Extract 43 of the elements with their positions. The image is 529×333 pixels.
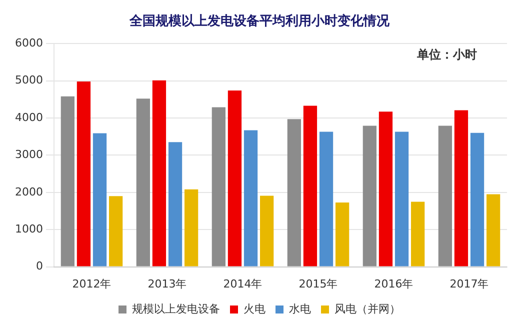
- bar: [260, 196, 274, 266]
- x-tick-label: 2014年: [223, 277, 262, 290]
- y-tick-label: 2000: [14, 185, 43, 198]
- bar: [454, 110, 468, 266]
- x-tick-label: 2013年: [148, 277, 187, 290]
- bar: [362, 126, 376, 266]
- bar: [168, 142, 182, 266]
- legend-label: 火电: [244, 302, 266, 316]
- y-tick-label: 0: [36, 260, 43, 273]
- bar: [244, 130, 258, 266]
- bar: [76, 82, 91, 266]
- bar: [394, 132, 409, 266]
- bar: [92, 133, 107, 266]
- bar: [60, 96, 74, 266]
- x-tick-label: 2016年: [374, 277, 414, 290]
- bar: [228, 90, 242, 266]
- y-tick-label: 3000: [14, 148, 43, 162]
- y-tick-label: 5000: [14, 74, 43, 87]
- bar: [335, 202, 350, 266]
- x-tick-label: 2015年: [298, 277, 338, 290]
- bar: [319, 132, 334, 266]
- bar: [184, 189, 198, 266]
- legend-label: 规模以上发电设备: [132, 302, 220, 316]
- legend-label: 水电: [289, 302, 311, 316]
- bar: [438, 126, 452, 266]
- bar: [136, 98, 150, 266]
- bar: [212, 107, 226, 266]
- chart-title: 全国规模以上发电设备平均利用小时变化情况: [128, 13, 390, 30]
- y-tick-label: 1000: [14, 222, 43, 236]
- bar: [470, 132, 484, 266]
- annotation: 单位：小时: [416, 48, 477, 62]
- x-tick-label: 2012年: [72, 277, 112, 290]
- bar: [152, 80, 166, 266]
- bar: [287, 119, 301, 266]
- bar: [378, 112, 393, 266]
- x-tick-label: 2017年: [450, 277, 489, 290]
- bar: [410, 202, 425, 266]
- legend-label: 风电（并网）: [334, 302, 400, 316]
- bar: [486, 194, 500, 266]
- y-tick-label: 4000: [14, 110, 43, 124]
- bar: [303, 106, 318, 266]
- bar: [108, 196, 123, 266]
- y-tick-label: 6000: [14, 36, 43, 50]
